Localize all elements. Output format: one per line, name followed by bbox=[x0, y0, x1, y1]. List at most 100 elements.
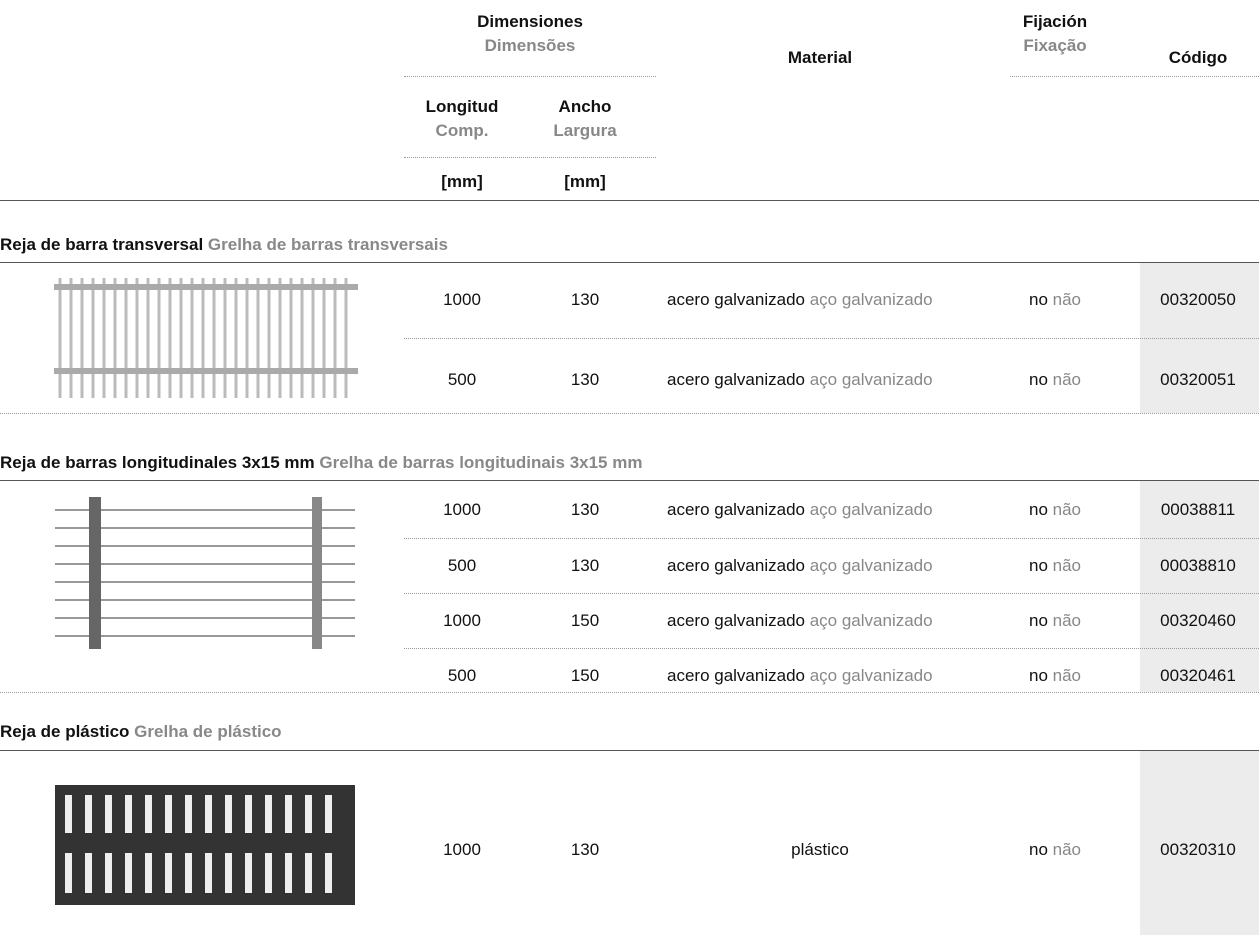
divider bbox=[0, 200, 1259, 201]
width: 130 bbox=[570, 290, 600, 309]
width: 130 bbox=[570, 556, 600, 575]
width: 130 bbox=[570, 500, 600, 519]
fixation: no não bbox=[1029, 611, 1081, 631]
code-column-bg bbox=[1140, 262, 1259, 413]
divider bbox=[404, 538, 1259, 539]
divider bbox=[404, 338, 1259, 339]
header-code: Código bbox=[1168, 48, 1228, 67]
divider bbox=[404, 593, 1259, 594]
width: 150 bbox=[570, 611, 600, 630]
material: plástico bbox=[791, 840, 849, 859]
material-part: aço galvanizado bbox=[809, 290, 933, 309]
fixation-part: não bbox=[1052, 666, 1082, 685]
material-part: aço galvanizado bbox=[809, 666, 933, 685]
fixation-part: não bbox=[1052, 290, 1082, 309]
fixation: no não bbox=[1029, 666, 1081, 686]
fixation-part: no bbox=[1028, 666, 1048, 685]
section-title-part: Reja de barra transversal bbox=[0, 235, 204, 254]
fixation-part: no bbox=[1028, 611, 1048, 630]
grate-image-transverse bbox=[54, 278, 358, 398]
length: 500 bbox=[447, 370, 477, 389]
code: 00320310 bbox=[1160, 840, 1236, 859]
section-title: Reja de plástico Grelha de plástico bbox=[0, 722, 282, 742]
header-fixation-pt: Fixação bbox=[1023, 36, 1087, 55]
fixation-part: não bbox=[1052, 556, 1082, 575]
material-part: aço galvanizado bbox=[809, 500, 933, 519]
fixation: no não bbox=[1029, 370, 1081, 390]
code-column-bg bbox=[1140, 750, 1259, 935]
fixation-part: não bbox=[1052, 500, 1082, 519]
fixation: no não bbox=[1029, 840, 1081, 860]
divider bbox=[404, 76, 656, 77]
section-title: Reja de barras longitudinales 3x15 mm Gr… bbox=[0, 453, 642, 473]
unit: [mm] bbox=[441, 172, 483, 191]
material: acero galvanizado aço galvanizado bbox=[667, 611, 933, 631]
code-column-bg bbox=[1140, 480, 1259, 692]
code: 00038810 bbox=[1160, 556, 1236, 575]
code: 00320051 bbox=[1160, 370, 1236, 389]
fixation-part: no bbox=[1028, 500, 1048, 519]
grate-image-longitudinal bbox=[55, 497, 355, 649]
section-title-part: Grelha de barras transversais bbox=[207, 235, 448, 254]
header-dimensions-pt: Dimensões bbox=[484, 36, 576, 55]
code: 00320460 bbox=[1160, 611, 1236, 630]
length: 500 bbox=[447, 556, 477, 575]
section-title-part: Grelha de plástico bbox=[134, 722, 282, 741]
grate-image-plastic bbox=[55, 785, 355, 905]
material-part: acero galvanizado bbox=[667, 556, 805, 575]
divider bbox=[0, 750, 1259, 751]
length: 1000 bbox=[443, 611, 481, 630]
length: 500 bbox=[447, 666, 477, 685]
fixation-part: no bbox=[1028, 556, 1048, 575]
width: 130 bbox=[570, 370, 600, 389]
divider bbox=[0, 262, 1259, 263]
header-length-pt: Comp. bbox=[435, 121, 489, 140]
fixation-part: no bbox=[1028, 370, 1048, 389]
length: 1000 bbox=[443, 840, 481, 859]
unit: [mm] bbox=[564, 172, 606, 191]
section-title-part: Grelha de barras longitudinais 3x15 mm bbox=[319, 453, 643, 472]
header-material: Material bbox=[787, 48, 853, 67]
fixation: no não bbox=[1029, 500, 1081, 520]
divider bbox=[1010, 76, 1259, 77]
width: 130 bbox=[570, 840, 600, 859]
divider bbox=[404, 157, 656, 158]
section-title: Reja de barra transversal Grelha de barr… bbox=[0, 235, 448, 255]
material-part: acero galvanizado bbox=[667, 290, 805, 309]
material-part: acero galvanizado bbox=[667, 611, 805, 630]
divider bbox=[0, 692, 1259, 693]
material: acero galvanizado aço galvanizado bbox=[667, 370, 933, 390]
material-part: acero galvanizado bbox=[667, 666, 805, 685]
material-part: aço galvanizado bbox=[809, 370, 933, 389]
fixation-part: não bbox=[1052, 840, 1082, 859]
section-title-part: Reja de plástico bbox=[0, 722, 130, 741]
fixation: no não bbox=[1029, 556, 1081, 576]
length: 1000 bbox=[443, 290, 481, 309]
section-title-part: Reja de barras longitudinales 3x15 mm bbox=[0, 453, 315, 472]
width: 150 bbox=[570, 666, 600, 685]
code: 00038811 bbox=[1160, 500, 1236, 519]
fixation: no não bbox=[1029, 290, 1081, 310]
code: 00320050 bbox=[1160, 290, 1236, 309]
fixation-part: no bbox=[1028, 290, 1048, 309]
material: acero galvanizado aço galvanizado bbox=[667, 290, 933, 310]
material-part: aço galvanizado bbox=[809, 556, 933, 575]
fixation-part: no bbox=[1028, 840, 1048, 859]
divider bbox=[0, 480, 1259, 481]
header-length: Longitud bbox=[425, 97, 499, 116]
length: 1000 bbox=[443, 500, 481, 519]
header-width: Ancho bbox=[558, 97, 612, 116]
material-part: aço galvanizado bbox=[809, 611, 933, 630]
material: acero galvanizado aço galvanizado bbox=[667, 556, 933, 576]
divider bbox=[0, 413, 1259, 414]
code: 00320461 bbox=[1160, 666, 1236, 685]
fixation-part: não bbox=[1052, 611, 1082, 630]
material: acero galvanizado aço galvanizado bbox=[667, 666, 933, 686]
header-dimensions: Dimensiones bbox=[477, 12, 583, 31]
material-part: acero galvanizado bbox=[667, 370, 805, 389]
material-part: acero galvanizado bbox=[667, 500, 805, 519]
header-width-pt: Largura bbox=[553, 121, 617, 140]
fixation-part: não bbox=[1052, 370, 1082, 389]
header-fixation: Fijación bbox=[1022, 12, 1088, 31]
